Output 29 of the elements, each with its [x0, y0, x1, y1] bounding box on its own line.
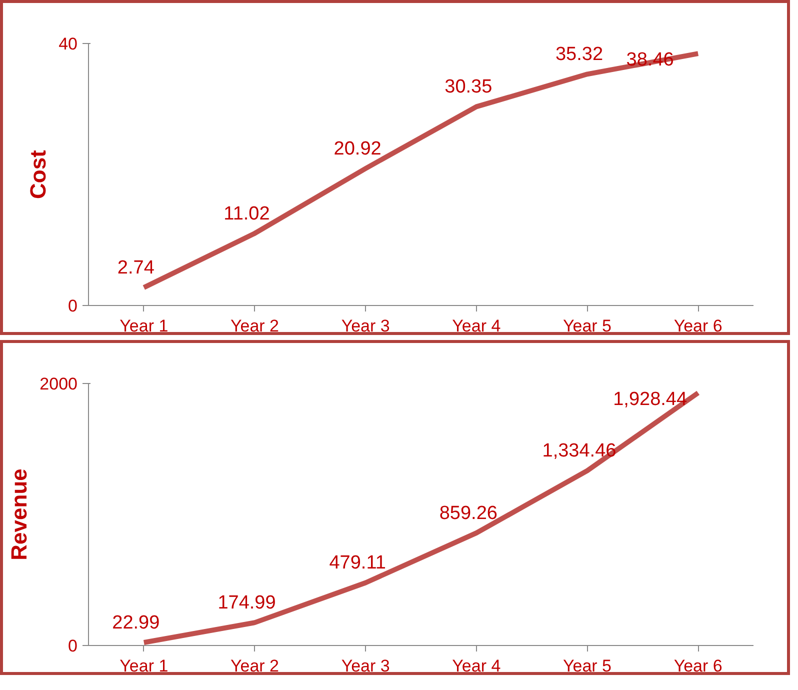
y-tick-label: 40: [58, 34, 78, 54]
data-label: 1,928.44: [613, 388, 688, 410]
x-tick-label: Year 2: [230, 656, 280, 676]
data-label: 30.35: [444, 76, 492, 98]
data-label: 1,334.46: [542, 440, 616, 462]
x-tick-label: Year 4: [452, 316, 501, 336]
x-tick-label: Year 6: [674, 316, 722, 336]
data-label: 22.99: [112, 612, 160, 634]
x-tick-label: Year 5: [562, 316, 612, 336]
y-tick-label: 2000: [40, 374, 78, 394]
x-tick-label: Year 1: [120, 656, 168, 676]
x-tick-label: Year 4: [452, 656, 501, 676]
x-tick-label: Year 6: [674, 656, 722, 676]
y-tick-label: 0: [68, 636, 78, 656]
data-label: 2.74: [117, 258, 155, 279]
y-axis-title: Revenue: [6, 468, 32, 560]
y-axis-title: Cost: [26, 149, 51, 199]
data-label: 11.02: [224, 203, 270, 224]
x-tick-label: Year 1: [120, 316, 168, 336]
data-label: 859.26: [439, 502, 498, 524]
y-tick-label: 0: [68, 296, 78, 316]
x-tick-label: Year 5: [562, 656, 612, 676]
x-tick-label: Year 3: [341, 316, 390, 336]
data-label: 479.11: [329, 552, 386, 574]
x-tick-label: Year 2: [230, 316, 280, 336]
data-label: 35.32: [555, 44, 604, 66]
data-label: 174.99: [218, 592, 276, 614]
data-label: 20.92: [334, 138, 382, 160]
x-tick-label: Year 3: [341, 656, 390, 676]
